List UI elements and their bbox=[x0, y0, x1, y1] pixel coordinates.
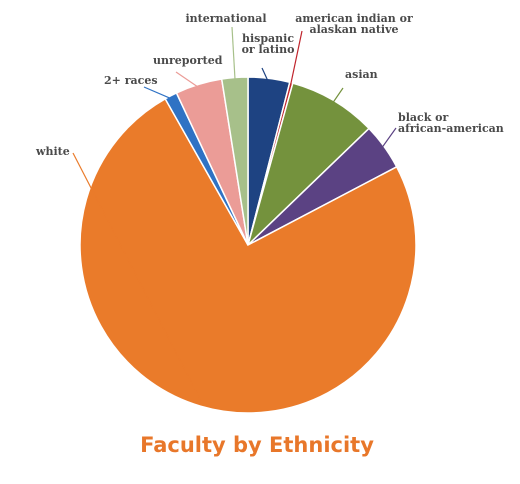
leader-line-unreported bbox=[175, 71, 201, 89]
leader-line-white bbox=[72, 152, 203, 403]
leader-line-american-indian-or-alaskan-native bbox=[289, 30, 303, 87]
leader-line-international bbox=[231, 26, 236, 82]
chart-title: Faculty by Ethnicity bbox=[140, 433, 374, 457]
slice-label-asian: asian bbox=[345, 68, 378, 81]
leader-line-hispanic-or-latino bbox=[261, 67, 270, 83]
slice-label-black-or-african-american: black or african-american bbox=[398, 111, 504, 135]
slice-label-2-races: 2+ races bbox=[104, 74, 158, 87]
slice-label-international: international bbox=[185, 12, 266, 25]
leader-line-2-races bbox=[143, 86, 173, 100]
leader-lines bbox=[72, 26, 397, 403]
leader-line-asian bbox=[331, 87, 344, 105]
pie-slice-white bbox=[79, 97, 417, 414]
pie-slices bbox=[79, 76, 417, 414]
leader-line-black-or-african-american bbox=[380, 127, 397, 150]
slice-label-white: white bbox=[35, 145, 70, 158]
slice-label-unreported: unreported bbox=[153, 54, 223, 67]
slice-label-hispanic-or-latino: hispanic or latino bbox=[242, 32, 295, 56]
slice-label-american-indian-or-alaskan-native: american indian or alaskan native bbox=[295, 12, 413, 36]
